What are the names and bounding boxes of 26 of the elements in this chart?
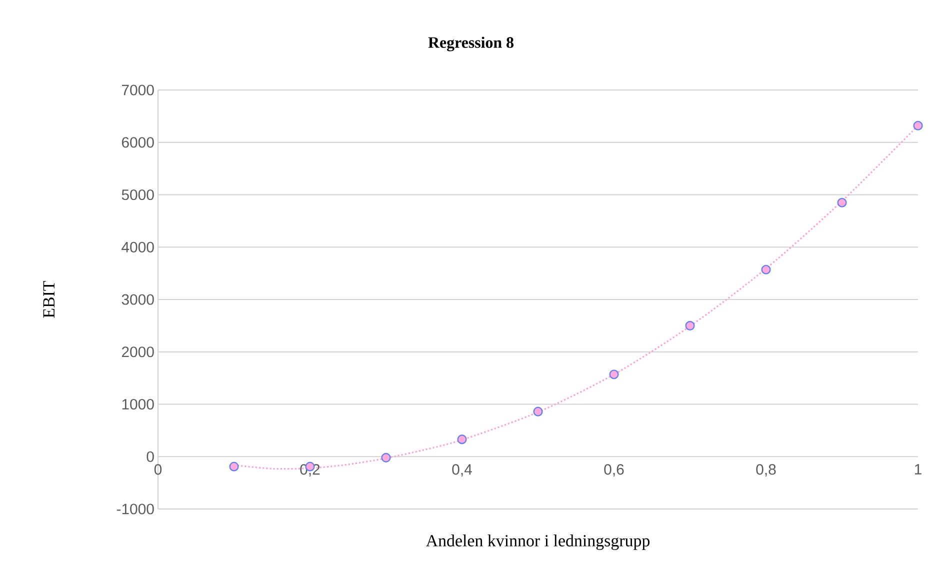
y-tick-label: 2000 — [122, 346, 154, 358]
y-tick-label: 4000 — [122, 242, 154, 252]
point — [913, 120, 923, 130]
y-axis-title: EBIT — [43, 280, 54, 318]
y-tick-label: 3000 — [122, 294, 154, 305]
y-tick-label: 6000 — [122, 137, 154, 148]
y-tick-label: 1000 — [122, 398, 154, 410]
point — [381, 452, 391, 462]
y-tick-label: -1000 — [116, 504, 154, 514]
x-tick-label: 0 — [154, 464, 162, 475]
point — [229, 462, 239, 472]
x-axis-title: Andelen kvinnor i ledningsgrupp — [426, 534, 650, 550]
y-tick-label: 0 — [146, 451, 154, 462]
y-tick-label: 7000 — [122, 84, 154, 96]
point — [609, 370, 619, 380]
point — [457, 434, 467, 444]
chart-title: Regression 8 — [428, 36, 514, 52]
x-tick-label: 0,6 — [604, 464, 624, 476]
x-tick-label: 1 — [914, 464, 922, 474]
point — [533, 406, 543, 416]
point — [837, 198, 847, 208]
x-tick-label: 0,4 — [452, 464, 472, 476]
x-tick-label: 0,8 — [756, 464, 776, 476]
y-tick-label: 5000 — [122, 189, 154, 200]
point — [685, 320, 695, 330]
point — [761, 264, 771, 274]
